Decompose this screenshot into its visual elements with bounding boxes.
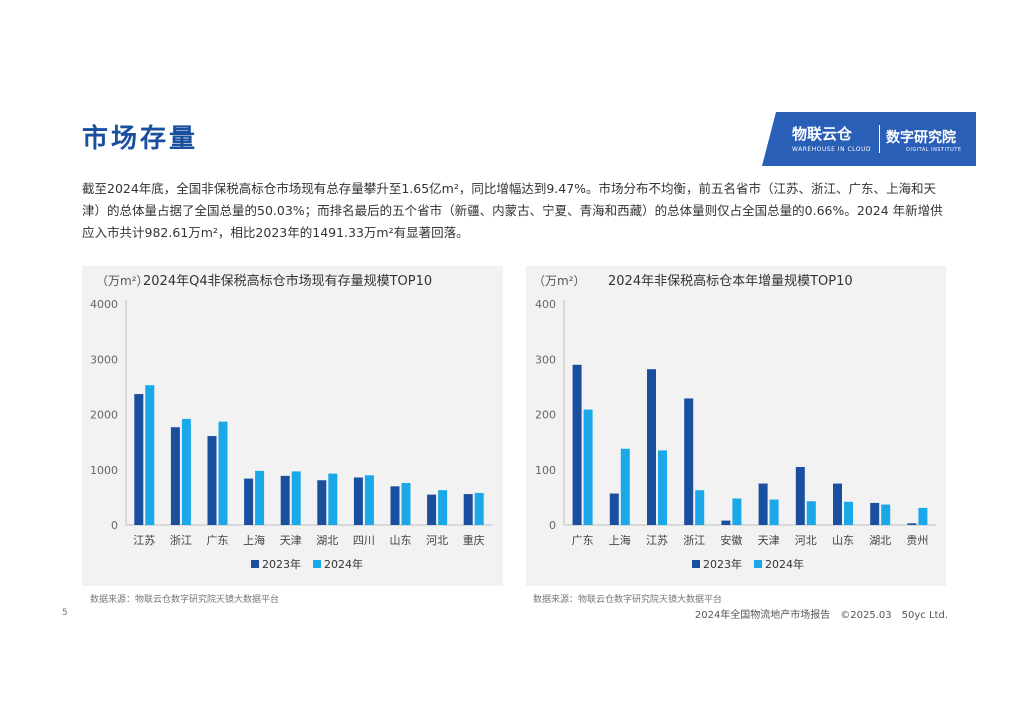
x-tick-label: 四川 xyxy=(353,534,375,547)
y-tick-label: 200 xyxy=(535,409,556,422)
x-tick-label: 上海 xyxy=(243,533,265,547)
y-tick-label: 400 xyxy=(535,298,556,311)
bar-2024 xyxy=(291,471,301,525)
y-tick-label: 0 xyxy=(111,519,118,532)
logo-left-text: 物联云仓 xyxy=(792,125,853,143)
bar-2024 xyxy=(881,504,891,525)
x-tick-label: 浙江 xyxy=(683,534,705,547)
x-tick-label: 贵州 xyxy=(906,534,928,547)
source-note-right: 数据来源：物联云仓数字研究院天镜大数据平台 xyxy=(533,595,723,605)
bar-2024 xyxy=(806,501,816,525)
logo-stripe xyxy=(762,112,770,166)
legend-label-2024: 2024年 xyxy=(765,557,804,571)
y-tick-label: 0 xyxy=(549,519,556,532)
bar-2024 xyxy=(769,499,779,525)
x-tick-label: 河北 xyxy=(426,534,448,547)
y-tick-label: 100 xyxy=(535,464,556,477)
bar-2023 xyxy=(870,502,880,525)
y-axis-unit-label: （万m²） xyxy=(96,274,149,288)
bar-2023 xyxy=(134,394,144,525)
x-tick-label: 天津 xyxy=(758,534,780,547)
page-number: 5 xyxy=(62,608,68,618)
x-tick-label: 江苏 xyxy=(133,534,155,547)
bar-2024 xyxy=(732,498,742,525)
bar-2024 xyxy=(658,450,667,525)
bar-2024 xyxy=(255,470,265,525)
chart-panel-increment: （万m²） 2024年非保税高标仓本年增量规模TOP10 0 100 200 300 400… xyxy=(526,266,946,586)
bar-2023 xyxy=(684,398,694,525)
legend-swatch-2023 xyxy=(251,560,259,568)
bar-2023 xyxy=(280,475,290,525)
x-tick-label: 重庆 xyxy=(463,533,485,547)
chart-panel-stock: （万m²） 2024年Q4非保税高标仓市场现有存量规模TOP10 0 1000 2000… xyxy=(82,266,503,586)
bar-2023 xyxy=(427,494,437,525)
bar-2023 xyxy=(170,427,180,525)
bar-2024 xyxy=(328,473,338,525)
legend-swatch-2024 xyxy=(313,560,321,568)
source-note-left: 数据来源：物联云仓数字研究院天镜大数据平台 xyxy=(90,595,280,605)
x-tick-label: 广东 xyxy=(207,534,229,547)
logo-divider xyxy=(879,125,880,153)
bar-2024 xyxy=(181,418,191,525)
logo-right-text: 数字研究院 xyxy=(886,130,956,146)
bar-2023 xyxy=(758,483,768,525)
bar-2024 xyxy=(218,421,228,525)
footer-text: 2024年全国物流地产市场报告 ©2025.03 50yc Ltd. xyxy=(694,610,948,621)
bar-2024 xyxy=(438,490,448,525)
bar-2024 xyxy=(145,385,155,525)
x-tick-label: 天津 xyxy=(280,534,302,547)
bar-2024 xyxy=(918,507,928,525)
bar-2023 xyxy=(353,477,363,525)
bar-2024 xyxy=(401,483,411,525)
y-tick-label: 4000 xyxy=(90,298,118,311)
bar-2024 xyxy=(474,492,484,525)
bar-2024 xyxy=(620,448,630,525)
bar-2024 xyxy=(844,501,853,525)
bar-2023 xyxy=(907,523,917,525)
y-tick-label: 2000 xyxy=(90,409,118,422)
legend-label-2024: 2024年 xyxy=(324,557,363,571)
page-title: 市场存量 xyxy=(82,124,199,154)
y-axis-unit-label: （万m²） xyxy=(533,274,586,288)
bar-2023 xyxy=(721,520,731,525)
legend-swatch-2023 xyxy=(692,560,700,568)
logo-right-subtext: DIGITAL INSTITUTE xyxy=(906,147,962,153)
x-tick-label: 河北 xyxy=(795,534,817,547)
x-tick-label: 上海 xyxy=(609,533,631,547)
bar-2023 xyxy=(207,436,217,525)
logo-left-subtext: WAREHOUSE IN CLOUD xyxy=(792,146,872,153)
bar-2024 xyxy=(695,490,705,525)
x-tick-label: 安徽 xyxy=(720,533,742,547)
chart-title: 2024年非保税高标仓本年增量规模TOP10 xyxy=(608,273,853,289)
x-tick-label: 江苏 xyxy=(646,534,668,547)
bar-2023 xyxy=(795,466,805,525)
chart-title: 2024年Q4非保税高标仓市场现有存量规模TOP10 xyxy=(143,273,432,289)
bar-2023 xyxy=(317,480,327,525)
y-tick-label: 3000 xyxy=(90,353,118,366)
legend-swatch-2024 xyxy=(754,560,762,568)
bar-2024 xyxy=(364,475,374,525)
x-tick-label: 广东 xyxy=(572,534,594,547)
x-tick-label: 湖北 xyxy=(316,534,338,547)
legend-label-2023: 2023年 xyxy=(262,557,301,571)
brand-logo: 物联云仓 WAREHOUSE IN CLOUD 数字研究院 DIGITAL IN… xyxy=(762,112,976,166)
chart-stock-top10: （万m²）2024年Q4非保税高标仓市场现有存量规模TOP10 0 1000 2000… xyxy=(90,273,492,571)
chart-increment-top10: （万m²） 2024年非保税高标仓本年增量规模TOP10 0 100 200 300 400… xyxy=(533,273,936,571)
bar-2023 xyxy=(244,478,254,525)
y-tick-label: 1000 xyxy=(90,464,118,477)
bar-2023 xyxy=(833,483,842,525)
intro-paragraph: 截至2024年底，全国非保税高标仓市场现有总存量攀升至1.65亿m²，同比增幅达… xyxy=(82,181,943,240)
bar-2023 xyxy=(647,369,656,525)
bar-2023 xyxy=(609,493,619,525)
bar-2024 xyxy=(583,409,593,525)
x-tick-label: 浙江 xyxy=(170,534,192,547)
legend-label-2023: 2023年 xyxy=(703,557,742,571)
bar-2023 xyxy=(572,364,582,525)
x-tick-label: 山东 xyxy=(832,534,854,547)
y-tick-label: 300 xyxy=(535,353,556,366)
bar-2023 xyxy=(390,486,400,525)
x-tick-label: 湖北 xyxy=(869,534,891,547)
bar-2023 xyxy=(463,494,473,525)
x-tick-label: 山东 xyxy=(390,534,412,547)
